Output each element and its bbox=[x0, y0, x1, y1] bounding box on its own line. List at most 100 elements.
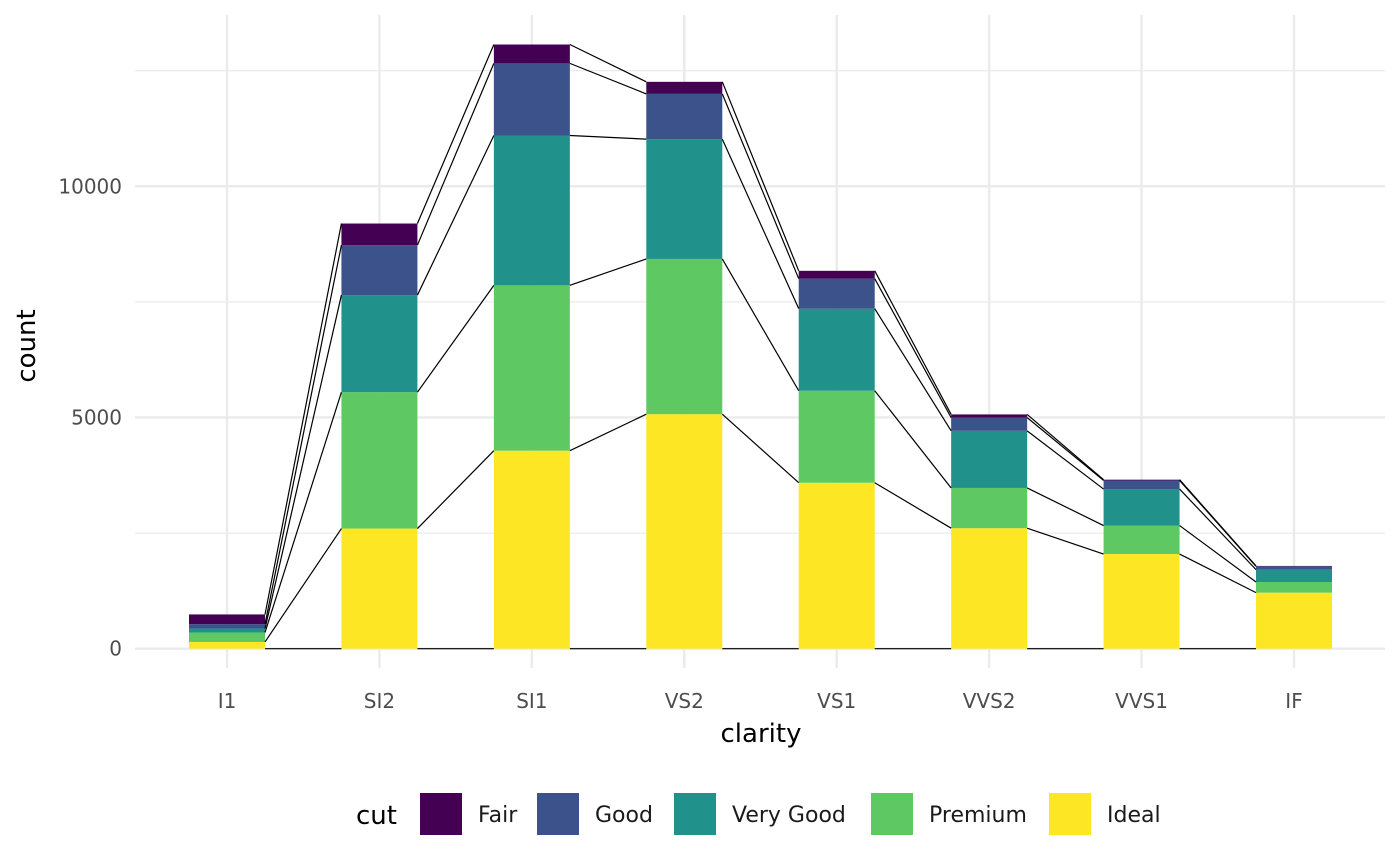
x-tick-label: SI1 bbox=[516, 689, 547, 713]
connector-line bbox=[264, 294, 343, 629]
bar-IF-ideal bbox=[1256, 592, 1333, 649]
connector-line bbox=[569, 62, 647, 95]
y-axis-ticks: 0 5000 10000 bbox=[58, 174, 122, 660]
connector-line bbox=[721, 93, 800, 279]
y-tick-label: 0 bbox=[109, 637, 122, 661]
connector-line bbox=[1179, 525, 1257, 583]
bar-VS2-premium bbox=[646, 258, 723, 415]
connector-line bbox=[1026, 417, 1104, 481]
legend-label-very-good: Very Good bbox=[732, 803, 846, 828]
bar-SI2-very-good bbox=[341, 295, 418, 393]
connector-line bbox=[721, 258, 800, 392]
connector-line bbox=[416, 63, 495, 246]
legend-swatch-premium bbox=[871, 793, 913, 835]
bar-IF-good bbox=[1256, 566, 1333, 570]
bar-VS2-fair bbox=[646, 81, 723, 94]
bar-IF-very-good bbox=[1256, 569, 1333, 583]
legend-swatch-good bbox=[537, 793, 579, 835]
x-tick-label: SI2 bbox=[364, 689, 395, 713]
bar-SI2-good bbox=[341, 245, 418, 296]
bar-VS2-ideal bbox=[646, 414, 723, 649]
legend-title: cut bbox=[356, 801, 397, 831]
connector-line bbox=[1026, 430, 1104, 490]
connector-line bbox=[1179, 553, 1257, 594]
y-tick-label: 10000 bbox=[58, 174, 122, 198]
x-tick-label: VS2 bbox=[665, 689, 704, 713]
x-axis-title: clarity bbox=[721, 719, 802, 749]
connector-line bbox=[569, 134, 647, 140]
connector-line bbox=[874, 308, 952, 432]
x-tick-label: I1 bbox=[218, 689, 237, 713]
bars bbox=[189, 44, 1333, 649]
bar-VS1-ideal bbox=[798, 482, 875, 649]
bar-IF-premium bbox=[1256, 582, 1333, 593]
connector-line bbox=[416, 44, 495, 224]
bar-VVS1-fair bbox=[1103, 479, 1180, 481]
bar-I1-fair bbox=[189, 614, 265, 625]
connector-line bbox=[264, 391, 343, 633]
connector-line bbox=[874, 390, 952, 489]
bar-I1-premium bbox=[189, 632, 265, 642]
bar-VVS2-premium bbox=[951, 487, 1028, 529]
bar-VVS1-very-good bbox=[1103, 489, 1180, 526]
connector-line bbox=[1179, 488, 1257, 571]
x-tick-label: VVS2 bbox=[963, 689, 1016, 713]
connector-line bbox=[874, 278, 952, 418]
connector-line bbox=[264, 223, 343, 615]
legend-label-ideal: Ideal bbox=[1107, 803, 1161, 828]
connector-line bbox=[264, 528, 342, 643]
connector-line bbox=[417, 450, 495, 529]
x-tick-label: IF bbox=[1285, 689, 1302, 713]
legend: cut Fair Good Very Good Premium Ideal bbox=[356, 793, 1161, 835]
connector-line bbox=[1026, 527, 1104, 555]
legend-swatch-fair bbox=[420, 793, 462, 835]
connector-line bbox=[874, 270, 952, 415]
connector-line bbox=[721, 81, 800, 272]
connector-line bbox=[721, 413, 800, 484]
bar-VVS2-very-good bbox=[951, 430, 1028, 488]
bar-SI1-ideal bbox=[493, 450, 570, 649]
connector-line bbox=[264, 244, 343, 625]
connector-lines bbox=[264, 43, 1257, 650]
legend-swatch-very-good bbox=[674, 793, 716, 835]
bar-VS1-premium bbox=[798, 390, 875, 483]
x-axis-ticks: I1 SI2 SI1 VS2 VS1 VVS2 VVS1 IF bbox=[218, 689, 1303, 713]
bar-SI1-very-good bbox=[493, 135, 570, 286]
bar-I1-ideal bbox=[189, 641, 265, 649]
legend-swatch-ideal bbox=[1049, 793, 1091, 835]
legend-label-premium: Premium bbox=[929, 803, 1027, 828]
bar-VVS2-good bbox=[951, 417, 1028, 431]
connector-line bbox=[1179, 479, 1257, 567]
legend-label-good: Good bbox=[595, 803, 653, 828]
bar-VS2-very-good bbox=[646, 139, 723, 259]
bar-VVS2-ideal bbox=[951, 528, 1028, 649]
bar-VVS1-good bbox=[1103, 480, 1180, 490]
x-tick-label: VS1 bbox=[817, 689, 856, 713]
bar-VVS2-fair bbox=[951, 414, 1028, 418]
y-axis-title: count bbox=[12, 309, 42, 382]
bar-I1-very-good bbox=[189, 628, 265, 633]
bar-VS1-good bbox=[798, 278, 875, 309]
bar-SI2-fair bbox=[341, 223, 418, 246]
connector-line bbox=[569, 43, 647, 83]
connector-line bbox=[1026, 413, 1104, 481]
bar-SI2-premium bbox=[341, 392, 418, 529]
bar-SI1-fair bbox=[493, 44, 570, 64]
connector-line bbox=[874, 482, 952, 529]
connector-line bbox=[1026, 487, 1104, 527]
bar-SI1-good bbox=[493, 63, 570, 136]
bar-SI2-ideal bbox=[341, 528, 418, 649]
bar-VS1-fair bbox=[798, 270, 875, 279]
bar-VS2-good bbox=[646, 93, 723, 140]
bar-VVS1-premium bbox=[1103, 525, 1180, 555]
connector-line bbox=[416, 135, 495, 296]
y-tick-label: 5000 bbox=[71, 405, 122, 429]
bar-SI1-premium bbox=[493, 285, 570, 451]
x-tick-label: VVS1 bbox=[1115, 689, 1168, 713]
bar-VVS1-ideal bbox=[1103, 554, 1180, 649]
connector-line bbox=[721, 138, 800, 309]
legend-label-fair: Fair bbox=[478, 803, 518, 828]
bar-I1-good bbox=[189, 624, 265, 629]
bar-VS1-very-good bbox=[798, 308, 875, 391]
connector-line bbox=[569, 258, 647, 286]
